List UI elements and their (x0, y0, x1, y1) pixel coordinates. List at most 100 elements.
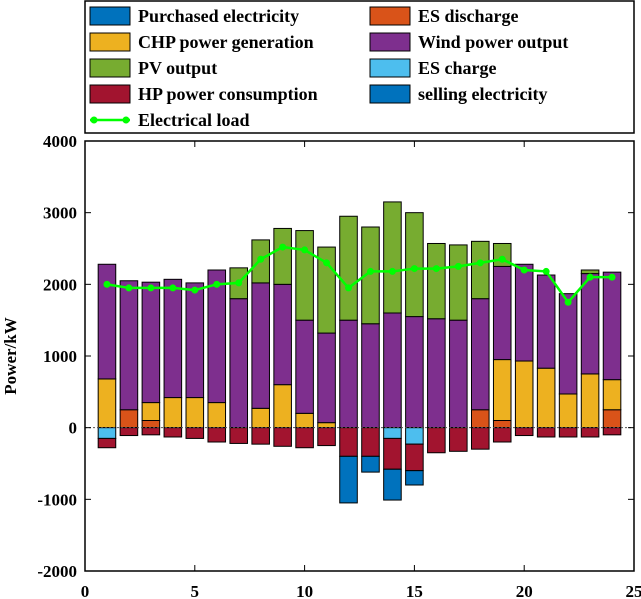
bar-hp-power-consumption-18 (470, 427, 490, 450)
bar-wind-power-output-13 (361, 323, 380, 429)
load-point-5 (191, 286, 199, 294)
load-point-10 (301, 246, 309, 254)
load-point-6 (213, 280, 221, 288)
load-point-13 (366, 267, 374, 275)
bar-chp-power-generation-19 (492, 359, 512, 422)
bar-wind-power-output-11 (317, 332, 336, 424)
bar-chp-power-generation-3 (141, 402, 161, 422)
bar-pv-output-14 (383, 201, 402, 314)
bar-es-discharge-18 (470, 409, 490, 429)
legend-swatch-wind-power-output (369, 32, 411, 52)
bar-hp-power-consumption-21 (536, 427, 556, 438)
load-point-1 (103, 280, 111, 288)
bar-wind-power-output-7 (229, 298, 249, 429)
bar-chp-power-generation-20 (514, 360, 534, 429)
load-point-12 (345, 284, 353, 292)
bar-wind-power-output-24 (602, 271, 622, 381)
legend-swatch-es-charge (369, 58, 411, 78)
bar-wind-power-output-5 (185, 282, 205, 399)
load-point-4 (169, 284, 177, 292)
bar-pv-output-23 (580, 269, 600, 275)
bar-pv-output-15 (405, 212, 424, 318)
bar-es-discharge-2 (119, 409, 139, 429)
bar-wind-power-output-12 (339, 319, 358, 429)
bar-wind-power-output-22 (558, 293, 578, 395)
load-point-15 (410, 265, 418, 273)
load-point-16 (432, 265, 440, 273)
bar-selling-electricity-14 (383, 468, 402, 501)
y-tick-label-2000: 2000 (43, 275, 77, 294)
bar-pv-output-13 (361, 226, 380, 325)
bar-selling-electricity-12 (339, 455, 358, 504)
bar-hp-power-consumption-9 (273, 427, 292, 447)
load-point-2 (125, 284, 133, 292)
bar-pv-output-18 (470, 240, 490, 300)
legend-label-es-charge: ES charge (418, 58, 497, 78)
load-point-18 (476, 259, 484, 267)
legend-label-wind-power-output: Wind power output (418, 32, 568, 52)
y-tick-label--1000: -1000 (37, 490, 77, 509)
load-point-21 (542, 267, 550, 275)
bar-wind-power-output-6 (207, 269, 227, 404)
legend-swatch-pv-output (89, 58, 131, 78)
load-point-17 (454, 262, 462, 270)
bar-chp-power-generation-9 (273, 384, 292, 429)
bar-hp-power-consumption-19 (492, 427, 512, 443)
bar-wind-power-output-19 (492, 265, 512, 361)
bar-es-charge-14 (383, 427, 402, 439)
y-tick-label-4000: 4000 (43, 132, 77, 151)
bars-layer (97, 201, 622, 504)
bar-es-charge-15 (405, 427, 424, 445)
bar-hp-power-consumption-5 (185, 427, 205, 439)
load-point-14 (388, 267, 396, 275)
x-tick-label-0: 0 (81, 582, 90, 599)
bar-wind-power-output-9 (273, 283, 292, 386)
legend-swatch-es-discharge (369, 6, 411, 26)
bar-es-discharge-19 (492, 420, 512, 429)
load-point-19 (498, 255, 506, 263)
legend-label-es-discharge: ES discharge (418, 6, 519, 26)
bar-hp-power-consumption-15 (405, 443, 424, 472)
bar-chp-power-generation-22 (558, 393, 578, 429)
load-point-20 (520, 266, 528, 274)
bar-hp-power-consumption-11 (317, 427, 336, 447)
bar-wind-power-output-1 (97, 263, 117, 380)
bar-hp-power-consumption-4 (163, 427, 183, 438)
bar-wind-power-output-10 (295, 319, 314, 414)
x-tick-label-25: 25 (626, 582, 641, 599)
bar-hp-power-consumption-1 (97, 437, 117, 449)
bar-es-discharge-24 (602, 409, 622, 429)
legend-label-selling-electricity: selling electricity (418, 84, 547, 104)
bar-pv-output-17 (449, 244, 468, 321)
y-tick-label-0: 0 (69, 419, 78, 438)
bar-hp-power-consumption-13 (361, 427, 380, 457)
legend-marker-electrical-load-b (122, 116, 130, 124)
bar-hp-power-consumption-7 (229, 427, 249, 444)
legend-swatch-hp-power-consumption (89, 84, 131, 104)
y-tick-label-3000: 3000 (43, 204, 77, 223)
legend-swatch-chp-power-generation (89, 32, 131, 52)
bar-pv-output-12 (339, 215, 358, 321)
bar-hp-power-consumption-10 (295, 427, 314, 449)
legend-label-electrical-load: Electrical load (138, 110, 249, 130)
bar-hp-power-consumption-16 (427, 427, 446, 454)
load-point-9 (279, 243, 287, 251)
bar-es-charge-1 (97, 427, 117, 439)
bar-wind-power-output-4 (163, 278, 183, 399)
bar-chp-power-generation-21 (536, 367, 556, 429)
x-tick-label-15: 15 (406, 582, 423, 599)
bar-wind-power-output-18 (470, 298, 490, 411)
bar-chp-power-generation-6 (207, 402, 227, 429)
bar-chp-power-generation-10 (295, 412, 314, 429)
bar-hp-power-consumption-20 (514, 427, 534, 437)
legend-box (84, 0, 635, 134)
bar-hp-power-consumption-23 (580, 427, 600, 438)
load-line-layer (103, 243, 616, 306)
legend: Purchased electricity ES discharge CHP pow… (84, 0, 635, 134)
bar-hp-power-consumption-3 (141, 427, 161, 436)
bar-wind-power-output-20 (514, 263, 534, 362)
bar-wind-power-output-8 (251, 282, 270, 409)
bar-wind-power-output-17 (449, 319, 468, 429)
load-point-7 (235, 279, 243, 287)
